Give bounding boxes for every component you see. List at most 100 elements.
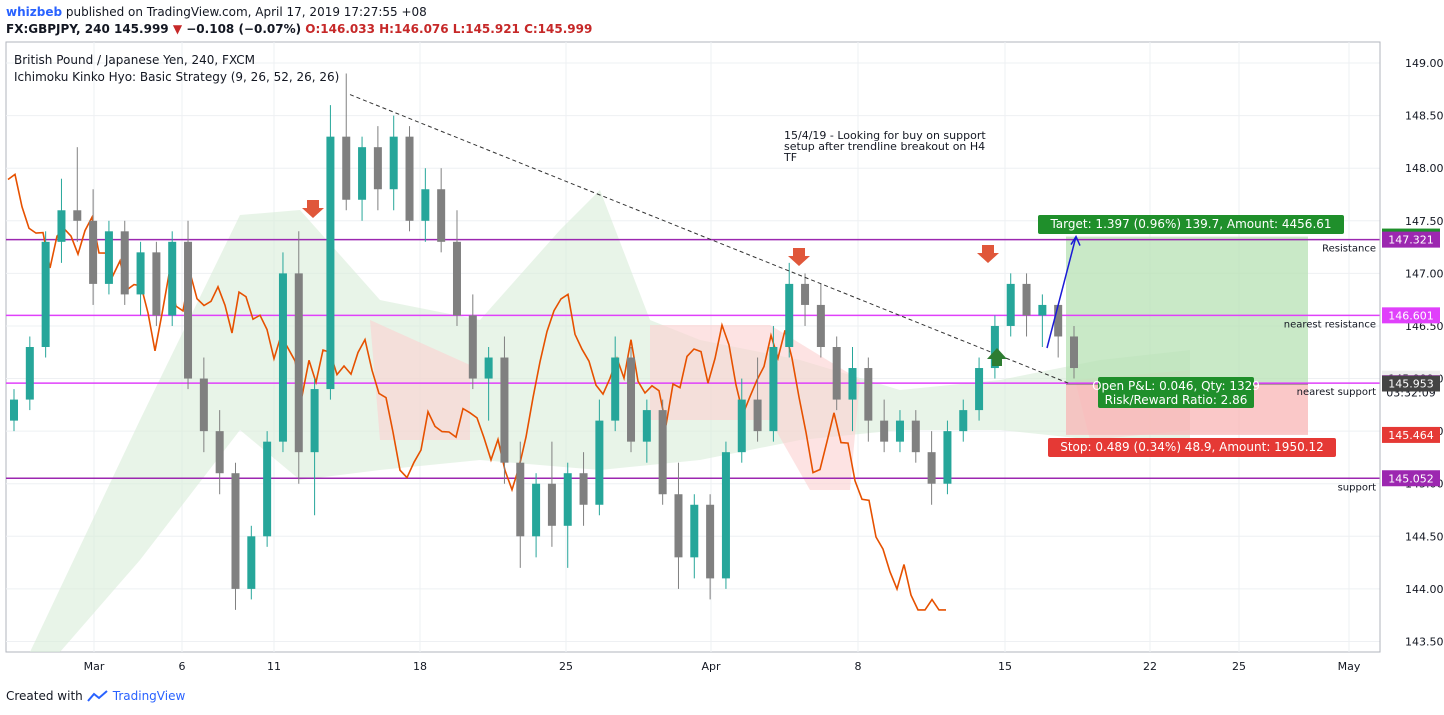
- sell-arrow-icon: [302, 200, 324, 218]
- projection-arrow: [1046, 236, 1077, 349]
- candle-body: [41, 241, 50, 347]
- candle-body: [1022, 283, 1031, 316]
- candle-body: [231, 473, 240, 589]
- y-tick-label: 147.000: [1405, 267, 1444, 280]
- candle-body: [595, 420, 604, 505]
- candle-body: [1070, 336, 1078, 369]
- sell-arrow-icon: [788, 248, 810, 266]
- candle-body: [785, 283, 794, 347]
- candle-body: [547, 483, 556, 526]
- candle-body: [658, 410, 667, 495]
- candle-body: [943, 431, 952, 484]
- candle-body: [452, 241, 461, 316]
- candle-body: [73, 210, 82, 221]
- target-label-text: Target: 1.397 (0.96%) 139.7, Amount: 445…: [1049, 217, 1331, 231]
- x-tick-label: Apr: [701, 660, 721, 673]
- y-tick-label: 144.500: [1405, 530, 1444, 543]
- candle-body: [136, 252, 145, 295]
- candle-body: [215, 431, 224, 474]
- candle-body: [484, 357, 493, 379]
- candle-body: [437, 189, 446, 242]
- note-line: 15/4/19 - Looking for buy on support: [784, 129, 986, 142]
- y-tick-label: 149.000: [1405, 57, 1444, 70]
- candle-body: [816, 304, 825, 347]
- ohlc-values: O:146.033 H:146.076 L:145.921 C:145.999: [305, 22, 593, 36]
- price-tag-entry-bg: [1382, 375, 1440, 392]
- publish-line: whizbeb published on TradingView.com, Ap…: [6, 4, 592, 21]
- note-line: setup after trendline breakout on H4: [784, 140, 985, 153]
- x-tick-label: 22: [1143, 660, 1157, 673]
- pnl-label-bg: [1098, 377, 1254, 408]
- level-label: support: [1338, 482, 1376, 493]
- candles: [10, 73, 1078, 610]
- candle-body: [389, 136, 398, 190]
- candle-body: [310, 389, 319, 453]
- down-arrow-icon: ▼: [172, 22, 183, 36]
- candle-body: [358, 147, 367, 200]
- candle-body: [706, 504, 715, 579]
- y-tick-label: 147.500: [1405, 215, 1444, 228]
- candle-body: [199, 378, 208, 432]
- candle-body: [247, 536, 256, 589]
- trendline: [349, 94, 1071, 385]
- candle-body: [911, 420, 920, 453]
- buy-arrow-icon: [987, 348, 1007, 366]
- level-label: Resistance: [1322, 244, 1376, 255]
- candle-body: [801, 283, 810, 305]
- candle-body: [769, 347, 778, 432]
- candle-body: [10, 399, 18, 421]
- candle-body: [927, 452, 936, 484]
- price-tag-nearest-resistance: 146.601: [1388, 309, 1434, 322]
- x-tick-label: 18: [413, 660, 427, 673]
- tradingview-link[interactable]: TradingView: [112, 689, 186, 703]
- created-with-text: Created with: [6, 689, 83, 703]
- stop-label-bg: [1048, 438, 1336, 457]
- legend-title: British Pound / Japanese Yen, 240, FXCM: [14, 53, 255, 67]
- candle-body: [990, 325, 999, 369]
- tradingview-logo-icon: [87, 690, 108, 702]
- x-tick-label: 25: [559, 660, 573, 673]
- price-tag-stop-bg: [1382, 426, 1440, 443]
- candle-body: [737, 399, 746, 453]
- candle-body: [342, 136, 351, 200]
- candle-body: [579, 473, 588, 505]
- candle-body: [405, 136, 414, 221]
- price-tag-entry: 145.953: [1388, 377, 1434, 390]
- candle-body: [120, 231, 129, 295]
- candle-body: [959, 410, 968, 432]
- stop-label: Stop: 0.489 (0.34%) 48.9, Amount: 1950.1…: [1048, 438, 1336, 457]
- candle-body: [864, 368, 873, 421]
- author-link[interactable]: whizbeb: [6, 5, 63, 19]
- annotations: 15/4/19 - Looking for buy on supportsetu…: [14, 53, 1344, 457]
- candle-body: [263, 441, 272, 537]
- candle-body: [895, 420, 904, 442]
- y-tick-label: 148.000: [1405, 162, 1444, 175]
- symbol-line: FX:GBPJPY, 240 145.999 ▼ −0.108 (−0.07%)…: [6, 21, 592, 38]
- cloud-red: [370, 320, 1190, 490]
- cloud-green: [30, 190, 1190, 652]
- candle-body: [532, 483, 541, 537]
- candle-body: [468, 315, 477, 379]
- sell-arrow-icon: [977, 245, 999, 263]
- note-line: TF: [783, 151, 797, 164]
- last-price: 145.999: [113, 22, 169, 36]
- candle-body: [832, 347, 841, 400]
- candle-body: [57, 210, 66, 242]
- candle-body: [500, 357, 509, 463]
- candle-body: [848, 368, 857, 400]
- stop-label-text: Stop: 0.489 (0.34%) 48.9, Amount: 1950.1…: [1060, 440, 1324, 454]
- symbol-label: FX:GBPJPY, 240: [6, 22, 110, 36]
- candle-body: [1038, 304, 1047, 316]
- y-tick-label: 143.500: [1405, 635, 1444, 648]
- x-tick-label: 15: [998, 660, 1012, 673]
- candle-body: [1054, 304, 1063, 337]
- x-tick-label: 11: [267, 660, 281, 673]
- price-tag-stop: 145.464: [1388, 429, 1434, 442]
- candle-body: [611, 357, 620, 421]
- candle-body: [721, 452, 730, 579]
- price-tag-support: 145.052: [1388, 472, 1434, 485]
- price-tag-nearest-resistance-bg: [1382, 307, 1440, 324]
- candle-body: [516, 462, 525, 537]
- price-tag-resistance: 147.321: [1388, 234, 1434, 247]
